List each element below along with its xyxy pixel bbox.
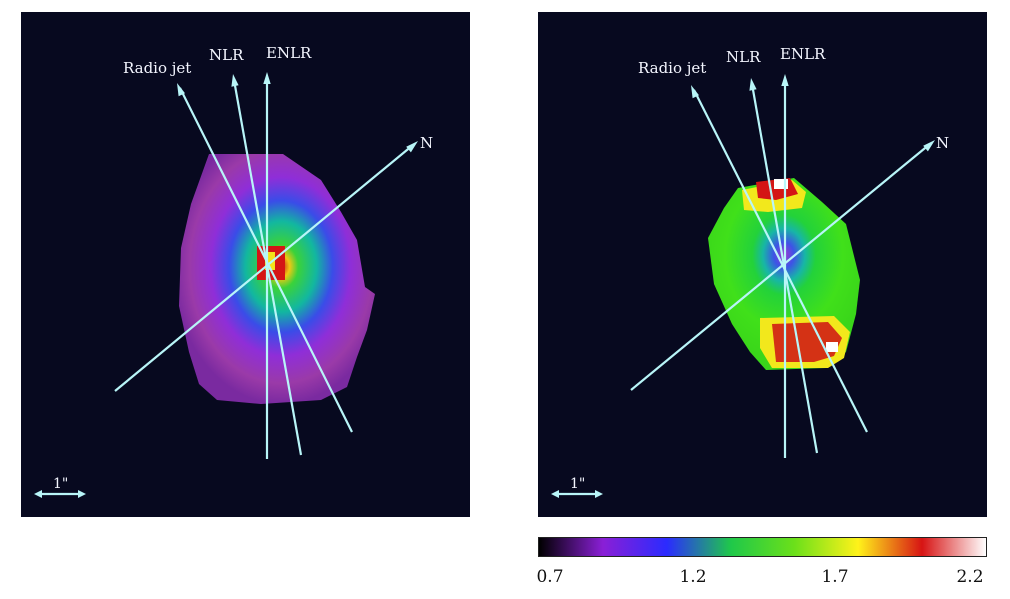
north-arrow-line <box>630 143 931 391</box>
nlr-label: NLR <box>726 48 761 66</box>
radio-jet-label: Radio jet <box>638 59 706 77</box>
radio-jet-arrow-line <box>693 89 868 433</box>
intensity-map-panel: Radio jet NLR ENLR N 1" <box>21 12 470 517</box>
radio-jet-arrowhead <box>691 85 699 99</box>
scale-bar-label: 1" <box>570 476 585 492</box>
north-arrowhead <box>406 141 418 153</box>
colorbar-gradient <box>538 537 987 557</box>
colorbar-tick-label: 1.2 <box>679 567 707 587</box>
ratio-bottom-white <box>826 342 838 352</box>
scale-bar-left-arrowhead <box>551 490 559 498</box>
direction-arrows <box>554 80 931 496</box>
direction-arrows <box>37 78 414 496</box>
north-label: N <box>936 134 949 152</box>
nlr-arrowhead <box>231 74 239 87</box>
nlr-label: NLR <box>209 46 244 64</box>
arrowheads <box>551 74 935 498</box>
enlr-arrowhead <box>781 74 789 86</box>
colorbar-tick-label: 1.7 <box>821 567 849 587</box>
radio-jet-arrowhead <box>177 83 185 97</box>
scale-bar-right-arrowhead <box>78 490 86 498</box>
radio-jet-label: Radio jet <box>123 59 191 77</box>
colorbar-tick-label: 2.2 <box>956 567 984 587</box>
arrowheads <box>34 72 418 498</box>
enlr-label: ENLR <box>266 44 312 62</box>
scale-bar-left-arrowhead <box>34 490 42 498</box>
ratio-map-panel: Radio jet NLR ENLR N 1" <box>538 12 987 517</box>
intensity-core-center <box>265 252 275 270</box>
north-label: N <box>420 134 433 152</box>
enlr-arrowhead <box>263 72 271 84</box>
ratio-bottom-red <box>772 322 842 362</box>
enlr-label: ENLR <box>780 45 826 63</box>
intensity-map-svg: Radio jet NLR ENLR N 1" <box>34 44 433 498</box>
ratio-top-white <box>774 179 788 189</box>
colorbar-tick-label: 0.7 <box>536 567 564 587</box>
scale-bar-right-arrowhead <box>595 490 603 498</box>
scale-bar-label: 1" <box>53 476 68 492</box>
colorbar: 0.7 1.2 1.7 2.2 <box>536 537 987 597</box>
north-arrowhead <box>923 140 935 152</box>
nlr-arrowhead <box>749 78 757 91</box>
north-arrow-line <box>114 144 414 392</box>
ratio-map-svg: Radio jet NLR ENLR N 1" <box>551 45 949 498</box>
